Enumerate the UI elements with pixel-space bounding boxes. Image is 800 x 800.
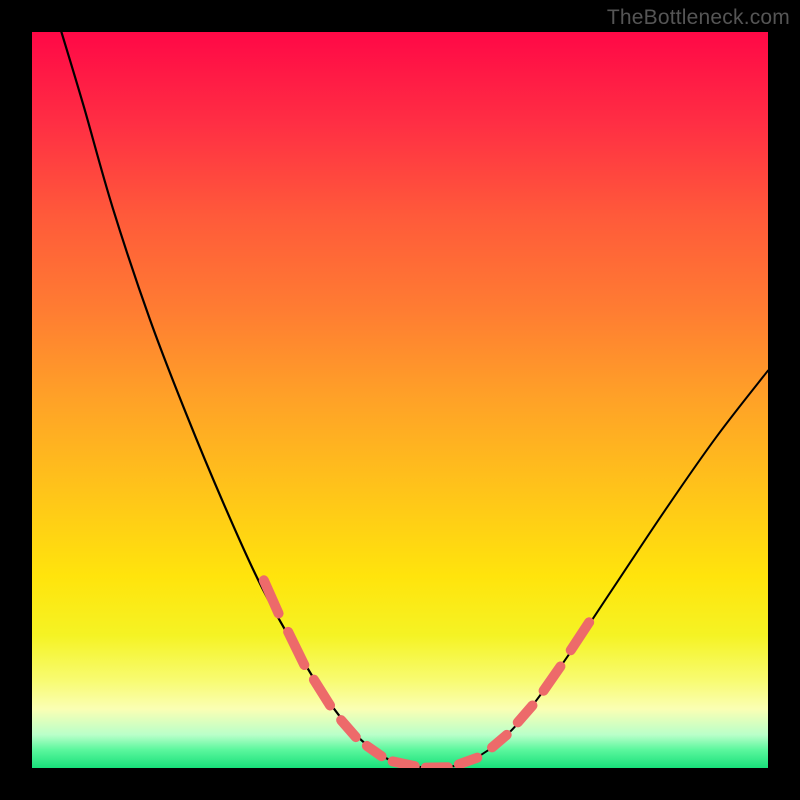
dash-left-7 [459, 758, 477, 765]
plot-background [32, 32, 768, 768]
chart-stage: TheBottleneck.com [0, 0, 800, 800]
dash-left-5 [393, 761, 415, 766]
chart-svg [0, 0, 800, 800]
